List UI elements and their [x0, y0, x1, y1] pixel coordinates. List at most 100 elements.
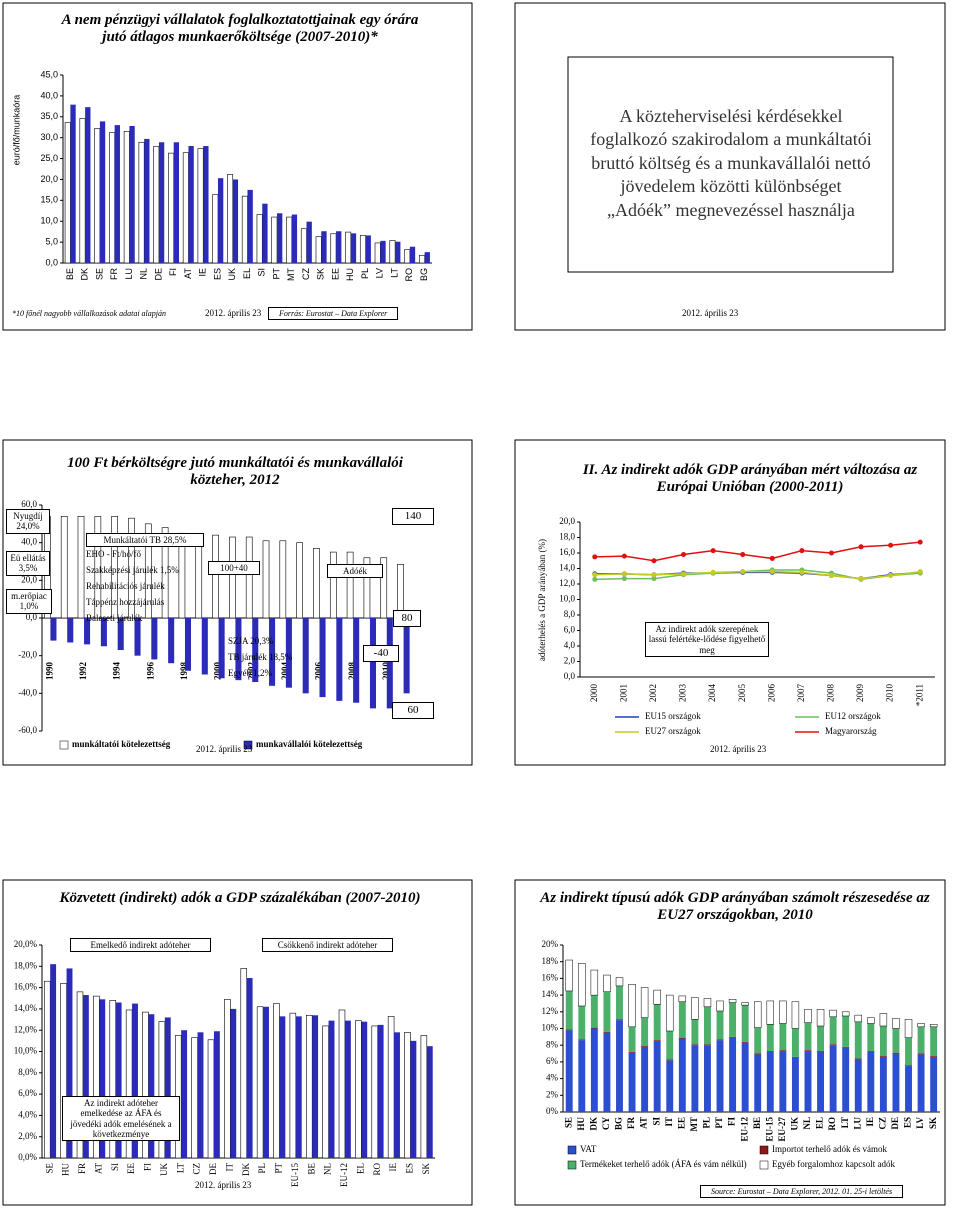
x-tick-label: FR [77, 1163, 87, 1174]
bar-segment [905, 1037, 912, 1066]
annotation: m.erőpiac 1,0% [6, 589, 52, 614]
annotation: 100+40 [208, 561, 260, 576]
x-tick-label: EL [355, 1163, 365, 1174]
annotation: Emelkedő indirekt adóteher [70, 938, 211, 953]
bar [387, 1016, 395, 1159]
x-tick-label: LT [389, 268, 399, 278]
x-tick-label: HU [345, 268, 355, 281]
bar-segment [905, 1065, 912, 1067]
chart-title: Az indirekt típusú adók GDP arányában sz… [540, 890, 930, 924]
bar-segment [867, 1023, 875, 1052]
bar [279, 540, 287, 619]
bar [330, 233, 337, 264]
bar-segment [716, 1000, 724, 1012]
bar [374, 242, 381, 264]
y-tick-label: 2,0 [564, 656, 576, 666]
bar-segment [867, 1017, 875, 1024]
slide-frame [514, 2, 946, 331]
bar [263, 1006, 269, 1158]
annotation: 60 [392, 702, 434, 719]
x-tick-label: 2001 [618, 684, 628, 702]
bar-segment [590, 995, 598, 1028]
bar [404, 1032, 411, 1159]
bar-segment [691, 997, 699, 1020]
bar-segment [804, 1009, 812, 1023]
x-tick-label: SE [94, 268, 104, 280]
bar [296, 542, 303, 619]
bar [84, 618, 91, 645]
bar-segment [879, 1056, 887, 1112]
bar-segment [578, 1005, 586, 1040]
bar [262, 203, 268, 263]
x-tick-label: BE [752, 1117, 762, 1129]
bar [389, 240, 396, 264]
bar [273, 1003, 280, 1159]
bar [252, 618, 259, 683]
x-tick-label: HU [576, 1116, 586, 1130]
x-tick-label: SE [44, 1163, 54, 1174]
bar [218, 618, 225, 679]
x-tick-label: FR [626, 1117, 636, 1129]
bar [409, 246, 416, 263]
bar-segment [716, 1010, 724, 1040]
x-tick-label: EL [242, 268, 252, 279]
y-tick-label: 40,0 [40, 90, 58, 100]
bar [60, 515, 68, 619]
bar-segment [754, 1053, 762, 1055]
annotation: Munkáltatói TB 28,5% [86, 533, 204, 548]
bar [129, 125, 135, 263]
bar-segment [616, 1020, 623, 1112]
x-tick-label: RO [827, 1117, 837, 1131]
annotation: 80 [393, 610, 421, 627]
y-tick-label: 18,0% [14, 960, 38, 970]
bar-segment [653, 989, 661, 1005]
bar-segment [729, 1036, 737, 1038]
x-tick-label: EU-27 [777, 1117, 787, 1142]
bar [132, 1003, 138, 1158]
x-tick-label: IE [388, 1163, 398, 1172]
y-tick-label: 10,0% [14, 1046, 38, 1056]
legend-swatch [243, 740, 253, 750]
bar [188, 146, 194, 263]
x-tick-label: CZ [878, 1117, 888, 1130]
bar [410, 1040, 417, 1158]
y-tick-label: 16,0% [14, 982, 38, 992]
bar [144, 523, 152, 619]
x-tick-label: MT [286, 268, 296, 281]
chart-title: Közvetett (indirekt) adók a GDP százalék… [59, 890, 421, 906]
bar [306, 221, 312, 263]
bar-segment [703, 1006, 711, 1045]
x-tick-label: UK [227, 268, 237, 281]
bar-segment [804, 1022, 812, 1051]
text-frame [567, 56, 894, 273]
bar [336, 618, 343, 701]
bar-segment [603, 1031, 611, 1033]
x-tick-label: MT [689, 1117, 699, 1132]
y-tick-label: 8,0 [564, 609, 576, 619]
bar-segment [616, 985, 623, 1020]
bar-segment [905, 1066, 912, 1112]
bar [134, 618, 141, 656]
bar [365, 235, 371, 263]
y-tick-label: 14,0% [14, 1003, 38, 1013]
bar [277, 213, 283, 263]
chart-title: A nem pénzügyi vállalatok foglalkoztatot… [61, 12, 419, 46]
bar [184, 618, 192, 671]
bar-segment [716, 1039, 724, 1041]
x-tick-label: IE [198, 268, 208, 277]
x-tick-label: 2010 [885, 684, 895, 703]
bar-segment [678, 1037, 686, 1039]
bar [217, 178, 224, 263]
x-tick-label: LU [124, 268, 134, 280]
bar-segment [917, 1026, 925, 1054]
bar-segment [854, 1059, 862, 1112]
y-tick-label: 0% [546, 1106, 559, 1116]
bar-segment [817, 1051, 825, 1112]
x-tick-label: EL [815, 1117, 825, 1129]
x-tick-label: 2002 [246, 662, 256, 681]
bar [173, 142, 180, 263]
bar-segment [578, 963, 586, 1007]
annotation: -40 [363, 645, 399, 662]
bar-segment [892, 1018, 900, 1029]
y-tick-label: 45,0 [40, 69, 58, 79]
